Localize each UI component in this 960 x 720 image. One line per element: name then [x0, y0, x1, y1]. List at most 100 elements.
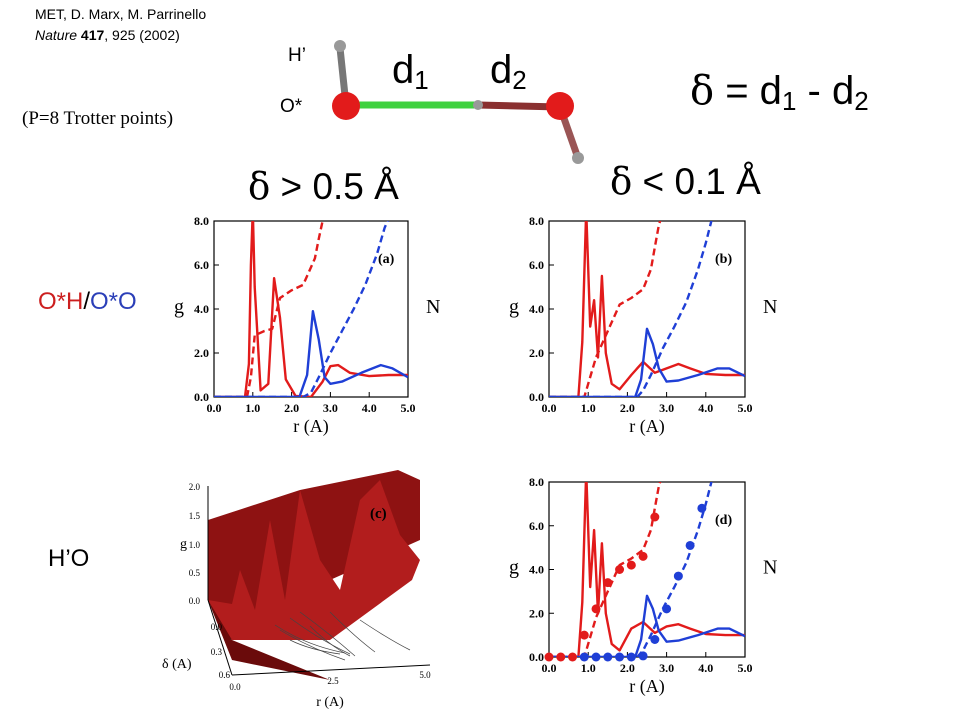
- y-tick-label: 0.0: [194, 390, 209, 404]
- condition-right: δ < 0.1 Å: [610, 160, 761, 203]
- x-tick-label: 2.0: [620, 401, 635, 415]
- y-tick-label: 8.0: [194, 214, 209, 228]
- chart-panel-d: 0.0 1.0 2.0 3.0 4.0 5.0 0.0 2.0 4.0 6.0 8.0 r (A) g N…: [509, 475, 777, 697]
- red-data-point: [579, 630, 589, 640]
- y-tick-label: 2.0: [529, 346, 544, 360]
- blue-data-point: [650, 635, 660, 644]
- x-axis-label: r (A): [293, 416, 328, 437]
- x-tick-label: 5.0: [738, 661, 753, 675]
- y-tick-label: 0.0: [529, 650, 544, 664]
- plot-frame: [548, 220, 746, 398]
- y-tick-label: 0.0: [529, 390, 544, 404]
- y-tick-label: 4.0: [529, 302, 544, 316]
- blue-data-point: [697, 503, 707, 513]
- red-data-point: [568, 652, 578, 662]
- c-ylabel: δ (A): [162, 657, 192, 672]
- y2-axis-label: N: [426, 296, 440, 318]
- red-dashed-series: [549, 482, 662, 657]
- blue-dashed-series: [549, 221, 713, 397]
- c-ztick: 0.5: [189, 568, 201, 578]
- h-atom: [572, 152, 584, 164]
- red-data-point: [626, 560, 636, 570]
- row1-label: O*H/O*O: [38, 288, 137, 315]
- red-solid-series: [549, 221, 745, 397]
- y2-axis-label: N: [763, 296, 777, 318]
- blue-solid-series: [549, 594, 745, 657]
- blue-data-point: [662, 604, 672, 614]
- red-dashed-series: [214, 221, 324, 397]
- o-star-atom: [332, 92, 360, 120]
- red-data-point: [556, 652, 566, 662]
- red-dashed-series: [549, 221, 662, 397]
- o-star-label: O*: [280, 96, 303, 117]
- blue-solid-series: [549, 327, 745, 397]
- chart-panel-a: 0.0 1.0 2.0 3.0 4.0 5.0 0.0 2.0 4.0 6.0 8.0 r (A) g N…: [174, 214, 440, 437]
- citation-volume: 417: [80, 27, 105, 43]
- blue-data-point: [603, 652, 613, 662]
- h-prime-atom: [334, 40, 346, 52]
- red-solid-series: [214, 221, 408, 397]
- x-axis-label: r (A): [629, 676, 664, 697]
- blue-data-point: [673, 571, 683, 581]
- d2-label: d2: [490, 48, 527, 95]
- red-data-point: [638, 551, 648, 561]
- x-tick-label: 5.0: [738, 401, 753, 415]
- row2-label: H’O: [48, 545, 90, 572]
- blue-data-point: [579, 652, 589, 662]
- y2-axis-label: N: [763, 557, 777, 579]
- blue-solid-series: [214, 310, 408, 397]
- blue-data-point: [638, 651, 648, 661]
- c-ztick: 1.5: [189, 511, 201, 521]
- x-tick-label: 1.0: [581, 661, 596, 675]
- red-data-point: [603, 578, 613, 588]
- trotter-note: (P=8 Trotter points): [22, 108, 174, 129]
- blue-data-point: [615, 652, 625, 662]
- red-data-point: [650, 512, 660, 522]
- o-atom: [546, 92, 574, 120]
- x-tick-label: 0.0: [542, 661, 557, 675]
- surface-front: [208, 480, 420, 640]
- surface-side: [208, 600, 330, 680]
- y-tick-label: 6.0: [529, 258, 544, 272]
- y-axis-label: g: [509, 296, 519, 318]
- blue-data-point: [685, 540, 695, 550]
- panel-label: (d): [715, 513, 732, 528]
- c-xtick: 5.0: [419, 670, 431, 680]
- delta-axis: [207, 599, 233, 676]
- citation-pages: , 925 (2002): [104, 27, 180, 43]
- y-tick-label: 8.0: [529, 214, 544, 228]
- x-tick-label: 1.0: [245, 401, 260, 415]
- surface-plot-c: 2.0 1.5 1.0 0.5 0.0 g 0.0 0.3 0.6 δ (A) …: [162, 470, 431, 710]
- c-ztick: 0.0: [189, 596, 201, 606]
- y-axis-label: g: [509, 557, 519, 579]
- citation-journal: Nature: [35, 27, 78, 43]
- red-data-point: [544, 652, 554, 662]
- y-tick-label: 2.0: [194, 346, 209, 360]
- chart-panel-b: 0.0 1.0 2.0 3.0 4.0 5.0 0.0 2.0 4.0 6.0 8.0 r (A) g N…: [509, 214, 777, 437]
- condition-left: δ > 0.5 Å: [248, 165, 399, 208]
- c-ytick: 0.3: [211, 647, 223, 657]
- c-ztick: 2.0: [189, 482, 201, 492]
- delta-definition: δ = d1 - d2: [690, 68, 869, 116]
- c-panel-label: (c): [370, 506, 387, 522]
- y-tick-label: 2.0: [529, 606, 544, 620]
- x-tick-label: 3.0: [659, 401, 674, 415]
- x-tick-label: 4.0: [698, 401, 713, 415]
- x-tick-label: 3.0: [323, 401, 338, 415]
- panel-label: (a): [378, 252, 395, 267]
- x-axis-label: r (A): [629, 416, 664, 437]
- c-ztick: 1.0: [189, 540, 201, 550]
- c-xlabel: r (A): [316, 695, 344, 710]
- c-zlabel: g: [180, 537, 187, 552]
- blue-data-point: [591, 652, 601, 662]
- citation-journal-line: Nature 417, 925 (2002): [35, 25, 206, 46]
- y-tick-label: 6.0: [194, 258, 209, 272]
- y-axis-label: g: [174, 296, 184, 318]
- y-tick-label: 4.0: [529, 563, 544, 577]
- x-tick-label: 4.0: [698, 661, 713, 675]
- red-solid-series: [549, 482, 745, 657]
- molecule-diagram: [332, 40, 584, 164]
- red-data-point: [591, 604, 601, 614]
- c-xtick: 0.0: [229, 682, 241, 692]
